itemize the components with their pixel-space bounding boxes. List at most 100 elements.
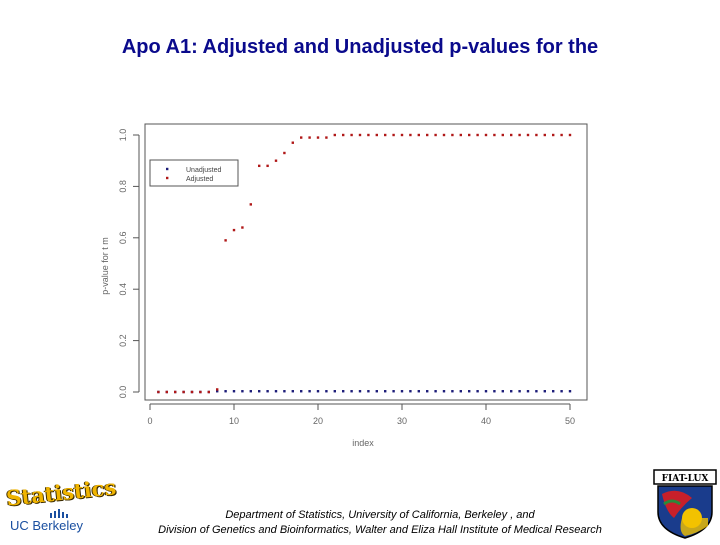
slide-title: Apo A1: Adjusted and Unadjusted p-values… bbox=[121, 36, 599, 58]
legend-box bbox=[149, 159, 239, 187]
unadjusted-point bbox=[543, 390, 546, 393]
unadjusted-point bbox=[249, 390, 252, 393]
x-tick-label: 0 bbox=[147, 416, 152, 426]
adjusted-point bbox=[535, 133, 538, 137]
adjusted-point bbox=[476, 133, 479, 137]
adjusted-point bbox=[392, 133, 395, 137]
x-tick-label: 30 bbox=[397, 416, 407, 426]
unadjusted-point bbox=[501, 390, 504, 393]
adjusted-point bbox=[367, 133, 370, 137]
unadjusted-point bbox=[526, 390, 530, 393]
adjusted-point bbox=[543, 133, 546, 137]
adjusted-point bbox=[552, 133, 555, 137]
unadjusted-point bbox=[333, 390, 336, 393]
footer-line-2: Division of Genetics and Bioinformatics,… bbox=[158, 524, 602, 536]
unadjusted-point bbox=[493, 390, 496, 393]
x-tick-label: 50 bbox=[565, 416, 575, 426]
unadjusted-point bbox=[434, 390, 437, 393]
x-tick-label: 40 bbox=[481, 416, 491, 426]
unadjusted-point bbox=[291, 390, 294, 393]
y-tick-label: 0.8 bbox=[118, 180, 128, 193]
statistics-logo-word: Statistics bbox=[4, 474, 118, 511]
adjusted-point bbox=[291, 141, 294, 144]
unadjusted-point bbox=[468, 390, 471, 393]
unadjusted-point bbox=[258, 390, 261, 393]
adjusted-point bbox=[400, 133, 404, 137]
adjusted-point bbox=[451, 133, 454, 137]
y-axis-label: p-value for t m bbox=[100, 237, 110, 295]
adjusted-point bbox=[375, 133, 378, 137]
unadjusted-point bbox=[392, 390, 395, 393]
adjusted-point bbox=[333, 133, 336, 137]
legend-marker bbox=[166, 167, 169, 171]
legend-marker bbox=[166, 176, 169, 180]
adjusted-point bbox=[426, 133, 429, 137]
adjusted-point bbox=[224, 239, 227, 242]
adjusted-point bbox=[199, 390, 202, 394]
x-axis-label: index bbox=[352, 438, 374, 448]
adjusted-point bbox=[266, 164, 269, 168]
adjusted-point bbox=[434, 133, 437, 137]
adjusted-point bbox=[510, 133, 513, 137]
y-tick-label: 0.6 bbox=[118, 232, 128, 245]
adjusted-point bbox=[342, 133, 345, 137]
adjusted-point bbox=[417, 133, 420, 137]
adjusted-point bbox=[165, 390, 168, 394]
adjusted-point bbox=[526, 133, 530, 137]
adjusted-point bbox=[442, 133, 446, 137]
adjusted-point bbox=[283, 151, 286, 155]
unadjusted-point bbox=[274, 390, 278, 393]
adjusted-point bbox=[232, 228, 236, 232]
unadjusted-point bbox=[484, 390, 488, 393]
adjusted-point bbox=[300, 136, 303, 139]
y-tick-label: 1.0 bbox=[118, 129, 128, 142]
unadjusted-point bbox=[283, 390, 286, 393]
fiat-lux-shield-icon: FIAT-LUX bbox=[653, 469, 717, 539]
statistics-logo: Statistics UC Berkeley bbox=[4, 474, 117, 538]
unadjusted-point bbox=[400, 390, 404, 393]
unadjusted-point bbox=[367, 390, 370, 393]
unadjusted-point bbox=[300, 390, 303, 393]
adjusted-point bbox=[249, 203, 252, 206]
x-tick-label: 20 bbox=[313, 416, 323, 426]
adjusted-point bbox=[459, 133, 462, 137]
adjusted-point bbox=[308, 136, 311, 139]
statistics-logo-org: UC Berkeley bbox=[10, 518, 83, 533]
unadjusted-point bbox=[350, 390, 353, 393]
adjusted-point bbox=[190, 390, 194, 394]
unadjusted-point bbox=[442, 390, 446, 393]
unadjusted-point bbox=[375, 390, 378, 393]
unadjusted-point bbox=[552, 390, 555, 393]
unadjusted-point bbox=[535, 390, 538, 393]
adjusted-point bbox=[207, 390, 210, 394]
unadjusted-point bbox=[510, 390, 513, 393]
y-tick-label: 0.4 bbox=[118, 283, 128, 296]
unadjusted-point bbox=[426, 390, 429, 393]
unadjusted-point bbox=[409, 390, 412, 393]
unadjusted-point bbox=[358, 390, 362, 393]
adjusted-point bbox=[518, 133, 521, 137]
adjusted-point bbox=[174, 390, 177, 394]
unadjusted-point bbox=[518, 390, 521, 393]
adjusted-point bbox=[216, 388, 219, 391]
adjusted-point bbox=[501, 133, 504, 137]
footer: Department of Statistics, University of … bbox=[100, 508, 660, 538]
adjusted-point bbox=[568, 133, 572, 137]
unadjusted-point bbox=[241, 390, 244, 393]
adjusted-point bbox=[325, 136, 328, 139]
bar-graph-icon bbox=[50, 509, 68, 518]
unadjusted-point bbox=[384, 390, 387, 393]
adjusted-point bbox=[409, 133, 412, 137]
adjusted-point bbox=[358, 133, 362, 137]
adjusted-point bbox=[384, 133, 387, 137]
adjusted-point bbox=[157, 390, 160, 394]
unadjusted-point bbox=[266, 390, 269, 393]
unadjusted-point bbox=[224, 390, 227, 393]
unadjusted-point bbox=[316, 390, 320, 393]
unadjusted-point bbox=[232, 390, 236, 393]
unadjusted-point bbox=[459, 390, 462, 393]
unadjusted-point bbox=[325, 390, 328, 393]
adjusted-point bbox=[258, 164, 261, 168]
legend-label: Unadjusted bbox=[186, 167, 222, 174]
footer-line-1: Department of Statistics, University of … bbox=[225, 509, 535, 521]
